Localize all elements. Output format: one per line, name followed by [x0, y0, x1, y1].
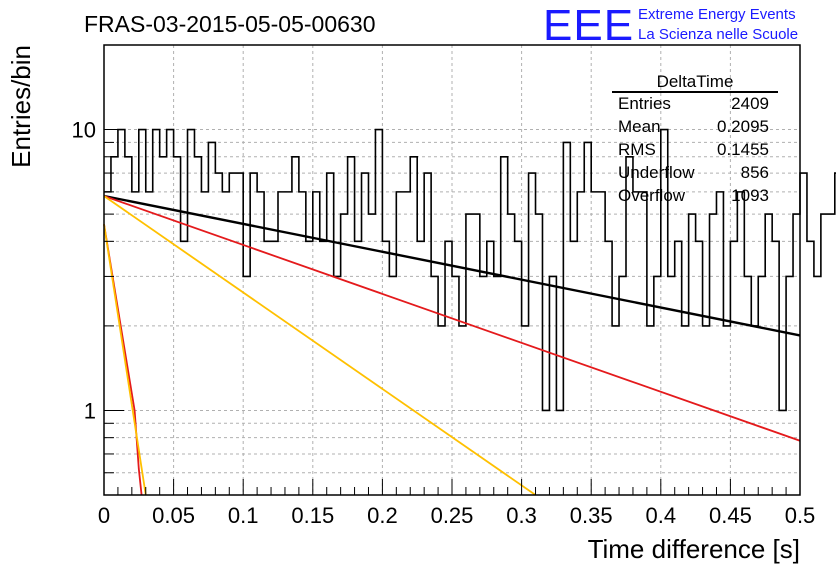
y-tick-label: 10 — [72, 118, 96, 143]
logo-line-1: Extreme Energy Events — [638, 6, 796, 23]
stats-row-label: RMS — [618, 140, 656, 159]
x-tick-label: 0.25 — [431, 503, 474, 528]
x-tick-label: 0.05 — [152, 503, 195, 528]
stats-row-label: Underflow — [618, 163, 695, 182]
stats-row-value: 0.2095 — [717, 117, 769, 136]
x-tick-label: 0.35 — [570, 503, 613, 528]
fit-line — [103, 224, 147, 496]
histogram-step-line — [104, 128, 836, 412]
y-axis-title: Entries/bin — [6, 45, 36, 168]
logo-mark: EEE — [543, 1, 634, 50]
stats-row-label: Entries — [618, 94, 671, 113]
stats-row-value: 0.1455 — [717, 140, 769, 159]
x-tick-label: 0.5 — [785, 503, 816, 528]
axis-ticks — [103, 44, 801, 496]
x-tick-label: 0.45 — [709, 503, 752, 528]
fit-line — [103, 194, 801, 337]
y-tick-label: 1 — [84, 398, 96, 423]
stats-box: DeltaTime Entries 2409 Mean 0.2095 RMS 0.1455… — [612, 72, 778, 205]
stats-row-value: 856 — [741, 163, 769, 182]
stats-title: DeltaTime — [657, 72, 734, 91]
stats-row-label: Overflow — [618, 186, 686, 205]
stats-row-value: 1093 — [731, 186, 769, 205]
stats-row-label: Mean — [618, 117, 661, 136]
histogram-series — [104, 128, 836, 412]
fit-lines — [103, 194, 801, 496]
fit-line — [103, 195, 537, 496]
x-tick-label: 0.4 — [646, 503, 677, 528]
x-tick-label: 0.15 — [291, 503, 334, 528]
stats-row-value: 2409 — [731, 94, 769, 113]
y-tick-labels: 1 10 — [72, 118, 96, 424]
stats-rows: Entries 2409 Mean 0.2095 RMS 0.1455 Underflow 8… — [618, 94, 769, 205]
fit-line — [103, 195, 801, 442]
chart-title: FRAS-03-2015-05-05-00630 — [84, 11, 376, 37]
x-tick-labels: 0 0.05 0.1 0.15 0.2 0.25 0.3 0.35 0.4 0.45 0.5 — [98, 503, 815, 528]
x-tick-label: 0.1 — [228, 503, 259, 528]
logo-line-2: La Scienza nelle Scuole — [638, 26, 798, 43]
x-tick-label: 0 — [98, 503, 110, 528]
x-tick-label: 0.3 — [506, 503, 537, 528]
eee-logo: EEE Extreme Energy Events La Scienza nel… — [543, 1, 798, 50]
x-axis-title: Time difference [s] — [588, 534, 800, 564]
x-tick-label: 0.2 — [367, 503, 398, 528]
